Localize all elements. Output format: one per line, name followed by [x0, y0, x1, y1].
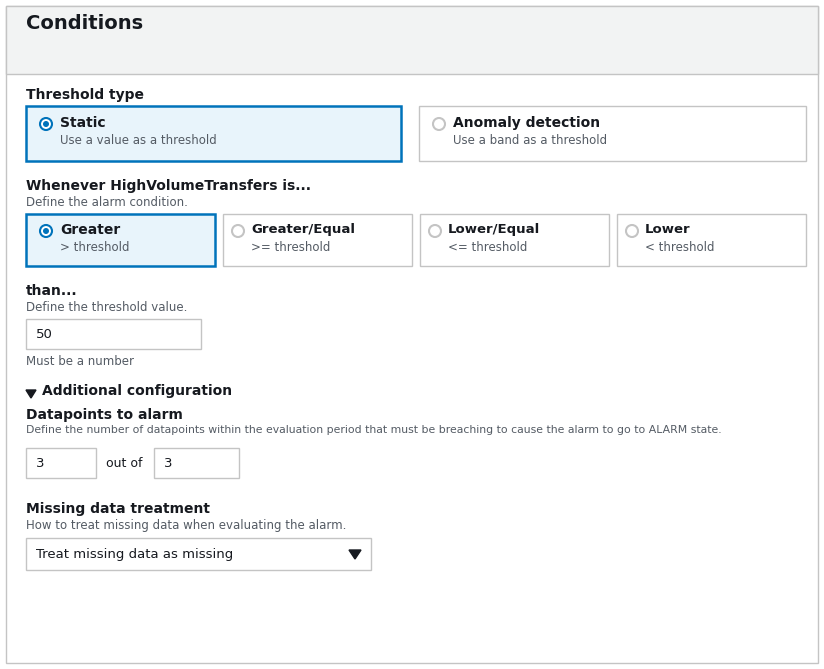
- Text: >= threshold: >= threshold: [251, 241, 330, 254]
- Circle shape: [429, 225, 441, 237]
- Text: > threshold: > threshold: [60, 241, 129, 254]
- Circle shape: [626, 225, 638, 237]
- Text: Missing data treatment: Missing data treatment: [26, 502, 210, 516]
- Text: 50: 50: [36, 328, 53, 341]
- FancyBboxPatch shape: [26, 538, 371, 570]
- Text: Define the threshold value.: Define the threshold value.: [26, 301, 187, 314]
- Text: Define the number of datapoints within the evaluation period that must be breach: Define the number of datapoints within t…: [26, 425, 722, 435]
- Polygon shape: [349, 550, 361, 559]
- Text: Conditions: Conditions: [26, 14, 143, 33]
- Text: Threshold type: Threshold type: [26, 88, 144, 102]
- Text: Lower/Equal: Lower/Equal: [448, 223, 541, 236]
- Text: Lower: Lower: [645, 223, 691, 236]
- Circle shape: [40, 118, 52, 130]
- FancyBboxPatch shape: [26, 214, 215, 266]
- Text: Datapoints to alarm: Datapoints to alarm: [26, 408, 183, 422]
- FancyBboxPatch shape: [154, 448, 239, 478]
- Text: 3: 3: [36, 457, 44, 470]
- Text: Treat missing data as missing: Treat missing data as missing: [36, 548, 233, 561]
- Text: Static: Static: [60, 116, 105, 130]
- Text: How to treat missing data when evaluating the alarm.: How to treat missing data when evaluatin…: [26, 519, 346, 532]
- Text: than...: than...: [26, 284, 77, 298]
- Text: 3: 3: [164, 457, 172, 470]
- Text: Use a value as a threshold: Use a value as a threshold: [60, 134, 217, 147]
- Circle shape: [232, 225, 244, 237]
- Text: < threshold: < threshold: [645, 241, 714, 254]
- Text: <= threshold: <= threshold: [448, 241, 527, 254]
- FancyBboxPatch shape: [6, 6, 818, 663]
- Circle shape: [433, 118, 445, 130]
- FancyBboxPatch shape: [26, 319, 201, 349]
- FancyBboxPatch shape: [26, 106, 401, 161]
- Text: Additional configuration: Additional configuration: [42, 384, 232, 398]
- FancyBboxPatch shape: [223, 214, 412, 266]
- Text: Greater/Equal: Greater/Equal: [251, 223, 355, 236]
- Circle shape: [43, 228, 49, 234]
- Polygon shape: [26, 390, 36, 398]
- Text: Whenever HighVolumeTransfers is...: Whenever HighVolumeTransfers is...: [26, 179, 311, 193]
- FancyBboxPatch shape: [420, 214, 609, 266]
- FancyBboxPatch shape: [26, 448, 96, 478]
- Text: Must be a number: Must be a number: [26, 355, 134, 368]
- Text: Define the alarm condition.: Define the alarm condition.: [26, 196, 188, 209]
- Text: Use a band as a threshold: Use a band as a threshold: [453, 134, 607, 147]
- FancyBboxPatch shape: [617, 214, 806, 266]
- Circle shape: [40, 225, 52, 237]
- FancyBboxPatch shape: [419, 106, 806, 161]
- Text: Anomaly detection: Anomaly detection: [453, 116, 600, 130]
- Text: out of: out of: [106, 457, 143, 470]
- Text: Greater: Greater: [60, 223, 120, 237]
- FancyBboxPatch shape: [6, 6, 818, 74]
- Circle shape: [43, 121, 49, 127]
